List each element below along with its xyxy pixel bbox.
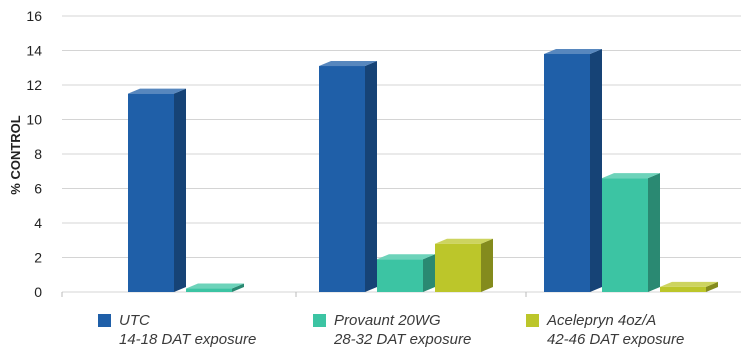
bar-acelepryn — [660, 281, 718, 292]
bar-utc — [319, 61, 377, 293]
legend-sublabel-provaunt: 28-32 DAT exposure — [334, 331, 472, 348]
legend-item-acelepryn: Acelepryn 4oz/A 42-46 DAT exposure — [526, 311, 684, 349]
y-tick-labels: 0 2 4 6 8 10 12 14 16 — [26, 8, 42, 300]
bar-acelepryn — [435, 238, 493, 292]
legend-swatch-utc — [98, 314, 111, 327]
legend-sublabel-utc: 14-18 DAT exposure — [119, 331, 257, 348]
legend-label-acelepryn: Acelepryn 4oz/A — [547, 312, 657, 329]
legend-label-provaunt: Provaunt 20WG — [334, 312, 441, 329]
y-tick-label: 8 — [34, 146, 42, 162]
bar-utc — [128, 88, 186, 292]
bar-provaunt — [186, 283, 244, 292]
y-tick-label: 0 — [34, 284, 42, 300]
y-axis-label: % CONTROL — [8, 115, 23, 195]
y-tick-label: 10 — [26, 112, 42, 128]
bar-provaunt — [602, 173, 660, 292]
legend-sublabel-acelepryn: 42-46 DAT exposure — [547, 331, 685, 348]
y-tick-label: 2 — [34, 250, 42, 266]
y-tick-label: 12 — [26, 77, 42, 93]
legend-item-provaunt: Provaunt 20WG 28-32 DAT exposure — [313, 311, 471, 349]
bar-chart: 0 2 4 6 8 10 12 14 16 % CONTROL — [8, 8, 741, 300]
legend-label-utc: UTC — [119, 312, 150, 329]
legend-item-utc: UTC 14-18 DAT exposure — [98, 311, 256, 349]
y-tick-label: 14 — [26, 43, 42, 59]
legend-swatch-provaunt — [313, 314, 326, 327]
bar-utc — [544, 48, 602, 293]
legend-swatch-acelepryn — [526, 314, 539, 327]
y-tick-label: 4 — [34, 215, 42, 231]
bar-provaunt — [377, 254, 435, 292]
y-tick-label: 6 — [34, 181, 42, 197]
y-tick-label: 16 — [26, 8, 42, 24]
bars — [128, 48, 718, 293]
